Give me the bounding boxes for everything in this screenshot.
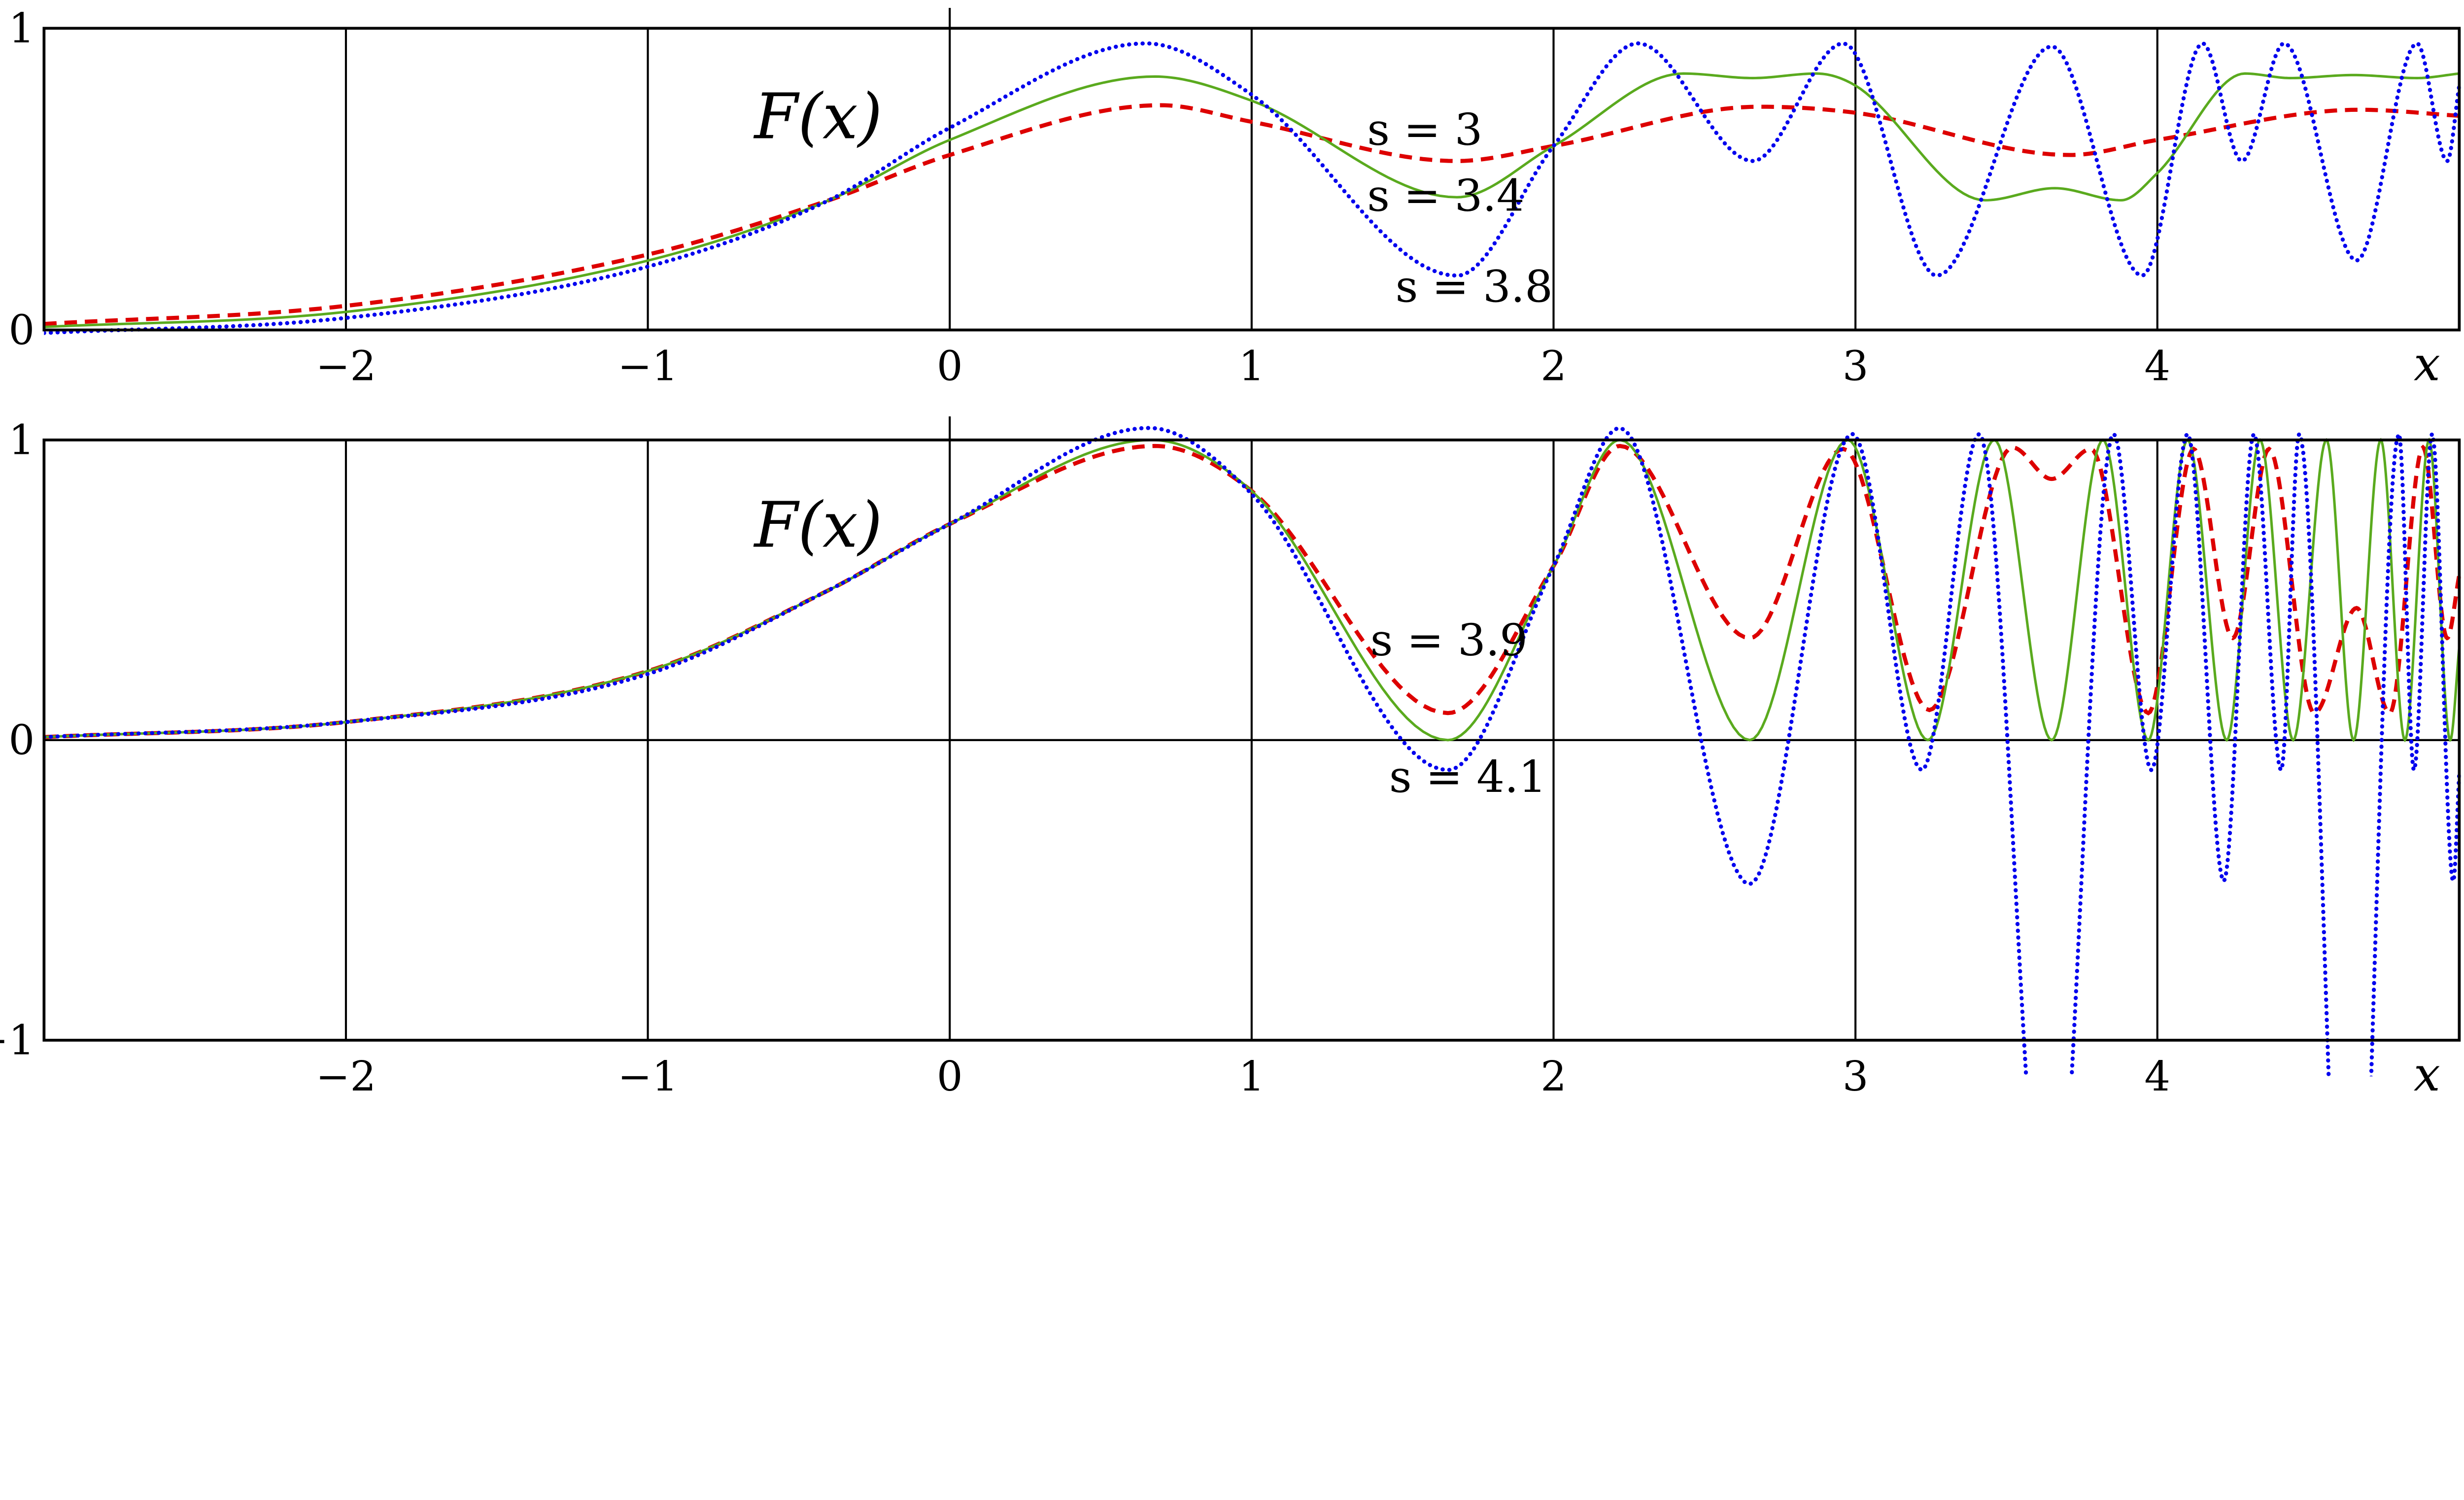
x-tick-label: 0 [937,1053,963,1100]
y-tick-label: 0 [8,716,34,764]
x-tick-label: −1 [617,342,678,390]
series-s-3-4 [44,72,2460,329]
x-tick-label: 1 [1238,342,1265,390]
plot-frame [42,438,2461,1042]
series-group [44,426,2461,1077]
label-s3-9: s = 3.9 [1370,615,1528,666]
bottom-fx-label: F(x) [753,489,883,562]
chart: −2 −1 0 1 2 3 4 0 1 −2 −1 0 1 2 3 4 −1 0 1 F(x) s = 3 s =… [0,4,2461,1102]
series-group [44,41,2461,335]
series-s-4-1 [44,426,2461,1077]
label-s3: s = 3 [1367,104,1482,155]
series-s-4 [44,437,2461,743]
x-tick-label: 3 [1843,342,1869,390]
bottom-x-axis-label: x [2414,1047,2440,1102]
series-s-3 [44,103,2460,326]
top-panel: −2 −1 0 1 2 3 4 0 1 [8,4,2461,390]
label-s4-1: s = 4.1 [1389,751,1546,803]
x-tick-label: 1 [1238,1053,1265,1100]
y-tick-label: 1 [8,4,34,52]
x-tick-label: 4 [2144,342,2170,390]
label-s3-8: s = 3.8 [1396,261,1553,312]
plot-frame [42,27,2461,332]
x-tick-label: 0 [937,342,963,390]
top-fx-label: F(x) [753,81,883,154]
top-x-axis-label: x [2414,337,2440,392]
x-tick-label: 2 [1540,1053,1567,1100]
x-tick-label: 2 [1540,342,1567,390]
series-s-3-8 [44,41,2461,335]
x-tick-label: 3 [1843,1053,1869,1100]
x-tick-label: −1 [617,1053,678,1100]
x-tick-label: −2 [316,342,376,390]
label-s3-4: s = 3.4 [1367,170,1524,221]
y-tick-label: 0 [8,306,34,354]
x-tick-label: 4 [2144,1053,2170,1100]
bottom-panel: −2 −1 0 1 2 3 4 −1 0 1 [0,416,2461,1100]
y-tick-label: 1 [8,416,34,464]
y-tick-label: −1 [0,1017,34,1064]
x-tick-label: −2 [316,1053,376,1100]
